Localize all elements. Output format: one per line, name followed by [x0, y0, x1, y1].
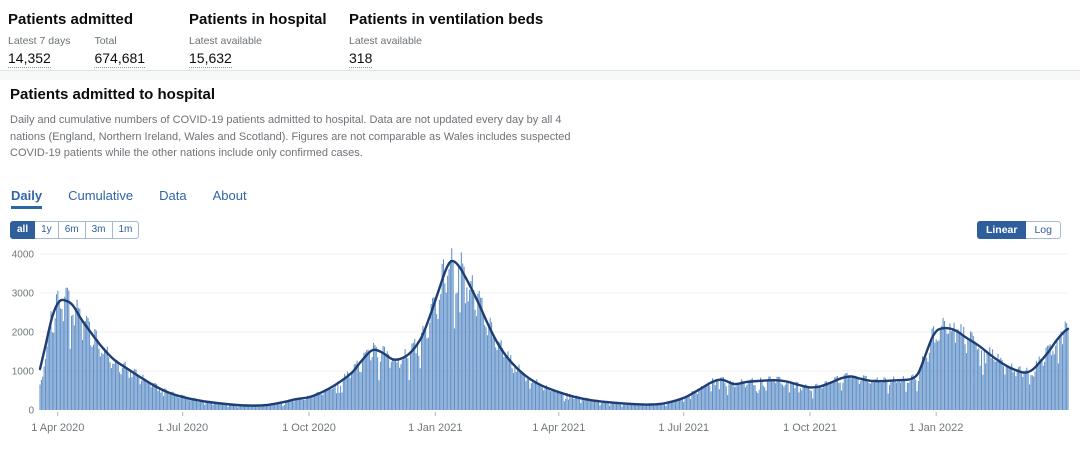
svg-text:1 Jul 2020: 1 Jul 2020	[157, 422, 208, 434]
tab-cumulative[interactable]: Cumulative	[68, 187, 134, 203]
range-button-3m[interactable]: 3m	[85, 220, 113, 239]
page-title: Patients admitted to hospital	[10, 86, 216, 103]
stat-card-patients-in-hospital: Patients in hospital Latest available 15…	[189, 10, 349, 70]
scale-log-button[interactable]: Log	[1026, 220, 1061, 239]
stat-card-patients-admitted: Patients admitted Latest 7 days 14,352 T…	[8, 10, 189, 70]
scale-linear-button[interactable]: Linear	[976, 220, 1027, 239]
metric-label: Total	[94, 35, 117, 47]
svg-text:1 Jan 2022: 1 Jan 2022	[909, 422, 963, 434]
svg-text:2000: 2000	[12, 327, 35, 338]
patients-admitted-section: Patients admitted to hospital Daily and …	[0, 80, 1080, 239]
metric-value[interactable]: 318	[349, 50, 373, 68]
stat-title: Patients admitted	[8, 11, 134, 28]
chart-tabs: Daily Cumulative Data About	[11, 188, 1070, 209]
metric-label: Latest 7 days	[8, 35, 71, 47]
tab-daily[interactable]: Daily	[11, 188, 43, 209]
chart-controls: all 1y 6m 3m 1m Linear Log	[10, 220, 1070, 239]
svg-text:1 Apr 2020: 1 Apr 2020	[31, 422, 84, 434]
svg-text:1 Jul 2021: 1 Jul 2021	[658, 422, 709, 434]
metric-value[interactable]: 15,632	[189, 50, 232, 68]
svg-text:1 Apr 2021: 1 Apr 2021	[532, 422, 585, 434]
svg-text:0: 0	[28, 405, 34, 416]
metric-latest-available: Latest available 318	[349, 35, 422, 68]
range-button-1y[interactable]: 1y	[35, 220, 59, 239]
svg-text:1 Oct 2020: 1 Oct 2020	[282, 422, 336, 434]
metric-total: Total 674,681	[94, 35, 146, 68]
svg-text:1000: 1000	[12, 366, 35, 377]
range-button-6m[interactable]: 6m	[58, 220, 86, 239]
svg-text:3000: 3000	[12, 288, 35, 299]
section-divider	[0, 70, 1080, 80]
metric-value[interactable]: 674,681	[94, 50, 146, 68]
y-axis-labels: 0 1000 2000 3000 4000	[12, 249, 35, 416]
stat-card-patients-in-ventilation-beds: Patients in ventilation beds Latest avai…	[349, 10, 543, 70]
daily-admissions-bars[interactable]	[39, 247, 1069, 410]
metric-latest-7-days: Latest 7 days 14,352	[8, 35, 70, 68]
tab-data[interactable]: Data	[159, 187, 187, 203]
summary-stats-row: Patients admitted Latest 7 days 14,352 T…	[0, 0, 1080, 70]
metric-label: Latest available	[349, 35, 422, 47]
svg-text:1 Jan 2021: 1 Jan 2021	[408, 422, 462, 434]
range-button-all[interactable]: all	[10, 220, 36, 239]
svg-text:1 Oct 2021: 1 Oct 2021	[783, 422, 837, 434]
admissions-chart[interactable]: 0 1000 2000 3000 4000 1 Apr 2020 1 Jul 2020 1 O…	[0, 242, 1080, 452]
range-button-1m[interactable]: 1m	[112, 220, 140, 239]
chart-area: 0 1000 2000 3000 4000 1 Apr 2020 1 Jul 2020 1 O…	[0, 242, 1080, 457]
tab-about[interactable]: About	[212, 187, 247, 203]
stat-title: Patients in ventilation beds	[349, 11, 544, 28]
metric-latest-available: Latest available 15,632	[189, 35, 262, 68]
section-description: Daily and cumulative numbers of COVID-19…	[10, 114, 571, 159]
metric-label: Latest available	[189, 35, 262, 47]
time-range-selector: all 1y 6m 3m 1m	[10, 220, 140, 239]
scale-toggle: Linear Log	[976, 220, 1061, 239]
grid-lines	[40, 253, 1068, 371]
stat-title: Patients in hospital	[189, 11, 327, 28]
x-axis-labels: 1 Apr 2020 1 Jul 2020 1 Oct 2020 1 Jan 2021…	[31, 411, 963, 434]
rolling-average-line	[38, 259, 1070, 407]
metric-value[interactable]: 14,352	[8, 50, 51, 68]
svg-text:4000: 4000	[12, 249, 35, 260]
